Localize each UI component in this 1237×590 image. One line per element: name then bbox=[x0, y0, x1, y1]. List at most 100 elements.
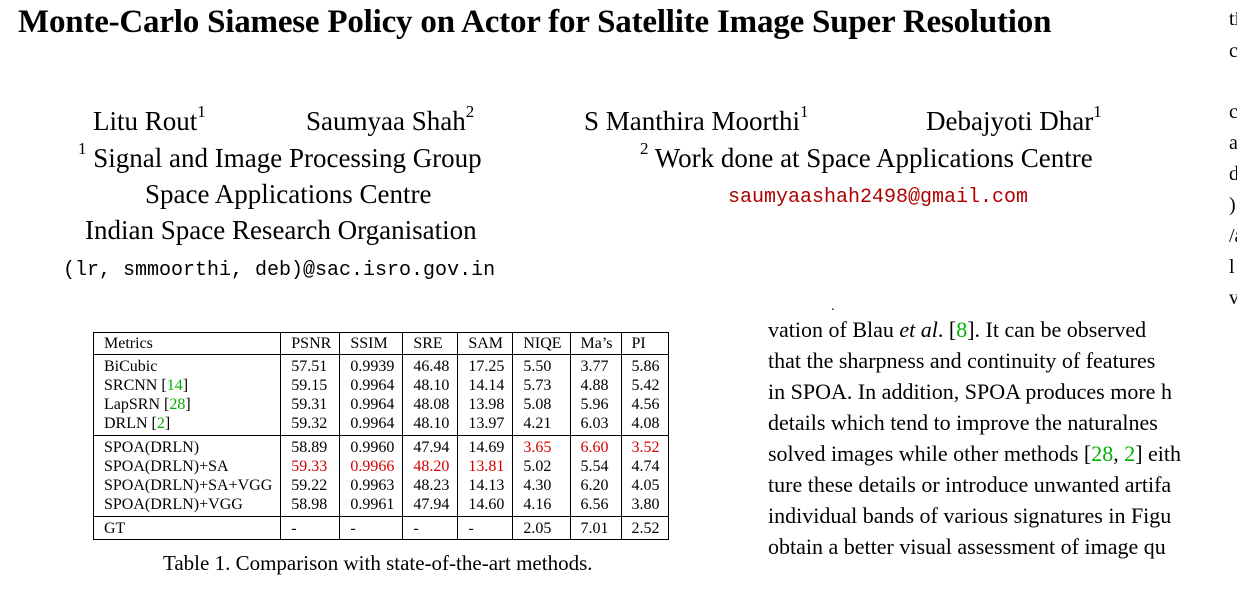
metric-value-cell: - bbox=[280, 516, 340, 540]
metric-value-cell: 59.33 bbox=[280, 457, 340, 476]
metric-value-cell: 4.56 bbox=[620, 395, 669, 414]
metric-value-cell: 13.81 bbox=[457, 457, 513, 476]
citation-link[interactable]: 2 bbox=[156, 415, 165, 432]
metric-value-cell: 4.74 bbox=[620, 457, 669, 476]
metric-value-cell: 3.80 bbox=[620, 495, 669, 517]
metric-value-cell: 3.52 bbox=[620, 435, 669, 457]
metric-value-cell: 0.9964 bbox=[339, 376, 403, 395]
metric-value-cell: 5.86 bbox=[620, 354, 669, 376]
affiliation-line: 2 Work done at Space Applications Centre bbox=[640, 139, 1093, 173]
method-name-cell: LapSRN [28] bbox=[92, 395, 281, 414]
table-row: DRLN [2] 59.32 0.9964 48.10 13.97 4.21 6.03 4.0… bbox=[92, 414, 669, 436]
metric-value-cell: 48.10 bbox=[402, 414, 458, 436]
metric-value-cell: 3.77 bbox=[569, 354, 622, 376]
body-line: ture these details or introduce unwanted… bbox=[768, 472, 1172, 497]
table-row: SPOA(DRLN)+SA 59.33 0.9966 48.20 13.81 5.02 5.… bbox=[92, 457, 669, 476]
body-line: details which tend to improve the natura… bbox=[768, 410, 1158, 435]
metric-value-cell: 0.9961 bbox=[339, 495, 403, 517]
citation-link[interactable]: 8 bbox=[956, 317, 968, 342]
method-name-cell: SRCNN [14] bbox=[92, 376, 281, 395]
edge-fragment: ) bbox=[1229, 194, 1236, 216]
metric-value-cell: 5.08 bbox=[512, 395, 571, 414]
author-name: Debajyoti Dhar1 bbox=[926, 102, 1102, 136]
metric-value-cell: 13.97 bbox=[457, 414, 513, 436]
header-cell: PSNR bbox=[280, 332, 340, 355]
metric-value-cell: 48.23 bbox=[402, 476, 458, 495]
affiliation-line: Space Applications Centre bbox=[145, 179, 432, 209]
edge-fragment: a bbox=[1229, 132, 1237, 154]
metric-value-cell: 14.60 bbox=[457, 495, 513, 517]
method-name-cell: SPOA(DRLN) bbox=[92, 435, 281, 457]
citation-link[interactable]: 14 bbox=[166, 377, 183, 394]
author-name: S Manthira Moorthi1 bbox=[584, 102, 809, 136]
metric-value-cell: 4.16 bbox=[512, 495, 571, 517]
metric-value-cell: 0.9966 bbox=[339, 457, 403, 476]
author-email: saumyaashah2498@gmail.com bbox=[728, 186, 1029, 209]
metric-value-cell: 48.10 bbox=[402, 376, 458, 395]
metric-value-cell: 5.96 bbox=[569, 395, 622, 414]
metric-value-cell: 6.56 bbox=[569, 495, 622, 517]
edge-fragment: v bbox=[1229, 287, 1237, 309]
metric-value-cell: 0.9963 bbox=[339, 476, 403, 495]
header-cell: SAM bbox=[457, 332, 513, 355]
method-name-cell: BiCubic bbox=[92, 354, 281, 376]
author-name: Saumyaa Shah2 bbox=[306, 102, 475, 136]
metric-value-cell: 48.20 bbox=[402, 457, 458, 476]
method-name-cell: SPOA(DRLN)+SA+VGG bbox=[92, 476, 281, 495]
metric-value-cell: 6.03 bbox=[569, 414, 622, 436]
metric-value-cell: 3.65 bbox=[512, 435, 571, 457]
metric-value-cell: 59.22 bbox=[280, 476, 340, 495]
metric-value-cell: 7.01 bbox=[569, 516, 622, 540]
citation-link[interactable]: 2 bbox=[1124, 441, 1136, 466]
table-row: LapSRN [28] 59.31 0.9964 48.08 13.98 5.08 5.96… bbox=[92, 395, 669, 414]
metric-value-cell: 6.20 bbox=[569, 476, 622, 495]
body-line: obtain a better visual assessment of ima… bbox=[768, 534, 1166, 559]
metric-value-cell: 48.08 bbox=[402, 395, 458, 414]
metric-value-cell: 2.52 bbox=[620, 516, 669, 540]
header-cell: PI bbox=[620, 332, 669, 355]
metric-value-cell: 5.54 bbox=[569, 457, 622, 476]
table-caption: Table 1. Comparison with state-of-the-ar… bbox=[163, 551, 593, 575]
body-line: that the sharpness and continuity of fea… bbox=[768, 348, 1156, 373]
body-line: individual bands of various signatures i… bbox=[768, 503, 1172, 528]
paper-title: Monte-Carlo Siamese Policy on Actor for … bbox=[18, 4, 1052, 40]
metric-value-cell: 4.08 bbox=[620, 414, 669, 436]
metric-value-cell: 4.88 bbox=[569, 376, 622, 395]
metric-value-cell: 5.42 bbox=[620, 376, 669, 395]
edge-fragment: c bbox=[1229, 101, 1237, 123]
citation-link[interactable]: 28 bbox=[1091, 441, 1114, 466]
metric-value-cell: 14.69 bbox=[457, 435, 513, 457]
metric-value-cell: 58.98 bbox=[280, 495, 340, 517]
metric-value-cell: 46.48 bbox=[402, 354, 458, 376]
metric-value-cell: 0.9960 bbox=[339, 435, 403, 457]
metric-value-cell: 59.15 bbox=[280, 376, 340, 395]
metric-value-cell: 14.13 bbox=[457, 476, 513, 495]
table-row: SRCNN [14] 59.15 0.9964 48.10 14.14 5.73 4.88 5… bbox=[92, 376, 669, 395]
metric-value-cell: 17.25 bbox=[457, 354, 513, 376]
table-row: SPOA(DRLN)+VGG 58.98 0.9961 47.94 14.60 4.16 6… bbox=[92, 495, 669, 517]
citation-link[interactable]: 28 bbox=[169, 396, 186, 413]
metric-value-cell: 0.9939 bbox=[339, 354, 403, 376]
metric-value-cell: - bbox=[402, 516, 458, 540]
metric-value-cell: 4.05 bbox=[620, 476, 669, 495]
metric-value-cell: 59.31 bbox=[280, 395, 340, 414]
metric-value-cell: 59.32 bbox=[280, 414, 340, 436]
method-name-cell: SPOA(DRLN)+VGG bbox=[92, 495, 281, 517]
header-cell: Ma’s bbox=[569, 332, 622, 355]
metric-value-cell: 57.51 bbox=[280, 354, 340, 376]
author-email: (lr, smmoorthi, deb)@sac.isro.gov.in bbox=[63, 259, 496, 282]
metric-value-cell: - bbox=[339, 516, 403, 540]
edge-fragment: ti bbox=[1229, 8, 1237, 30]
stray-mark: . bbox=[831, 299, 835, 314]
edge-fragment: /a bbox=[1229, 225, 1237, 247]
body-line: in SPOA. In addition, SPOA produces more… bbox=[768, 379, 1172, 404]
metric-value-cell: 6.60 bbox=[569, 435, 622, 457]
body-line: vation of Blau et al. [8]. It can be obs… bbox=[768, 317, 1147, 342]
table-row: GT - - - -2.05 7.01 2.52 bbox=[92, 516, 669, 540]
edge-fragment: l bbox=[1229, 256, 1235, 278]
metric-value-cell: 4.30 bbox=[512, 476, 571, 495]
header-cell: SSIM bbox=[339, 332, 403, 355]
body-line: solved images while other methods [28, 2… bbox=[768, 441, 1182, 466]
method-name-cell: SPOA(DRLN)+SA bbox=[92, 457, 281, 476]
table-row: BiCubic 57.51 0.9939 46.48 17.25 5.50 3.77 5.86 bbox=[92, 354, 669, 376]
